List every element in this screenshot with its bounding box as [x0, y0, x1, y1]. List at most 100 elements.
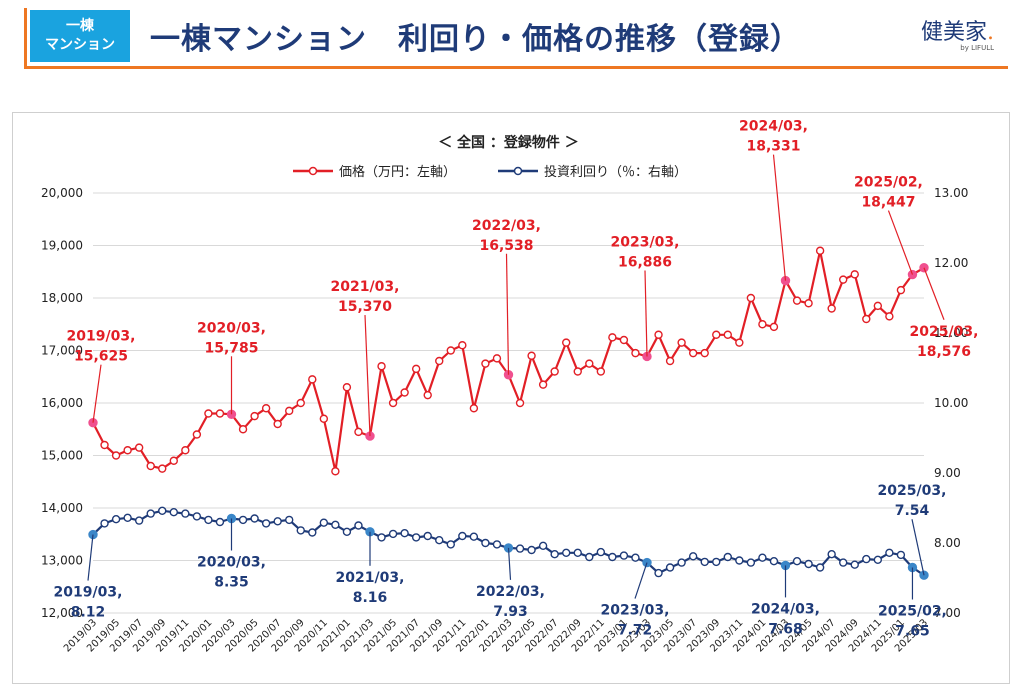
yield-callout-leader	[911, 519, 925, 576]
yield-data-point	[723, 552, 732, 562]
yield-data-point	[250, 514, 259, 523]
price-data-point	[285, 406, 294, 416]
price-callout-date: 2021/03,	[331, 279, 400, 295]
price-callout-value: 15,625	[74, 349, 128, 365]
yield-callout-value: 8.35	[214, 575, 249, 591]
yield-data-point	[527, 545, 536, 555]
price-data-point	[562, 338, 571, 347]
price-data-point	[827, 304, 836, 313]
y-left-tick-label: 16,000	[41, 396, 83, 410]
price-data-point	[585, 359, 594, 368]
yield-callout-value: 7.93	[493, 604, 528, 620]
yield-data-point	[850, 560, 859, 569]
price-data-point	[423, 390, 432, 400]
yield-callout-date: 2023/03,	[601, 603, 670, 619]
brand-sub: by LIFULL	[960, 44, 994, 52]
y-left-tick-label: 18,000	[41, 291, 83, 305]
price-callout-value: 16,886	[618, 254, 672, 270]
page-title: 一棟マンション 利回り・価格の推移（登録）	[150, 22, 801, 57]
page-header: 一棟 マンション 一棟マンション 利回り・価格の推移（登録） 健美家. by L…	[0, 0, 1024, 72]
price-data-point	[342, 383, 352, 392]
price-data-point	[435, 356, 444, 366]
price-data-point	[885, 312, 894, 321]
yield-data-point	[700, 557, 709, 567]
price-callout-date: 2025/03,	[910, 324, 979, 340]
yield-callout-date: 2022/03,	[476, 584, 545, 600]
yield-data-point	[688, 552, 698, 561]
yield-callout-leader	[634, 562, 648, 599]
yield-data-point	[515, 544, 525, 553]
yield-data-point	[677, 558, 686, 567]
y-left-tick-label: 12,000	[41, 606, 83, 620]
yield-data-point	[746, 558, 756, 567]
price-data-point	[134, 443, 144, 452]
price-callout-value: 16,538	[479, 238, 533, 254]
yield-data-point	[146, 509, 155, 518]
price-callout-date: 2019/03,	[67, 329, 136, 345]
yield-data-point	[100, 519, 109, 528]
price-data-point	[331, 467, 340, 476]
y-right-tick-label: 13.00	[934, 186, 968, 200]
price-data-point	[815, 246, 825, 255]
price-data-point	[527, 351, 536, 360]
price-data-point	[712, 330, 721, 339]
price-data-point	[746, 293, 756, 303]
price-data-point	[296, 398, 305, 408]
yield-callout-date: 2025/03,	[878, 483, 947, 499]
price-data-point	[619, 335, 629, 345]
price-data-point	[273, 419, 282, 429]
price-callout-leader	[92, 364, 102, 423]
yield-data-point	[839, 558, 848, 567]
badge-line2: マンション	[45, 37, 115, 53]
y-right-tick-label: 8.00	[934, 536, 961, 550]
price-data-point	[735, 338, 744, 347]
yield-data-point	[192, 512, 202, 521]
price-data-point	[204, 409, 213, 418]
yield-callout-date: 2025/02,	[878, 604, 947, 620]
yield-data-point	[735, 556, 744, 565]
yield-data-point	[435, 536, 444, 545]
price-data-point	[192, 430, 202, 439]
price-data-point	[388, 398, 398, 408]
yield-data-point	[158, 506, 167, 515]
y-left-tick-label: 13,000	[41, 554, 83, 568]
yield-data-point	[123, 513, 132, 522]
y-left-tick-label: 20,000	[41, 186, 83, 200]
yield-data-point	[285, 515, 294, 525]
yield-data-point	[619, 551, 629, 560]
price-callout-date: 2025/02,	[854, 175, 923, 191]
price-callout-value: 18,576	[917, 344, 971, 360]
legend-yield-label: 投資利回り（％：右軸）	[544, 164, 687, 180]
price-callout-leader	[505, 253, 510, 375]
brand-dot-icon: .	[987, 20, 994, 45]
yield-data-point	[469, 532, 479, 541]
yield-data-point	[885, 548, 894, 557]
yield-data-point	[596, 547, 606, 557]
y-right-tick-label: 11.00	[934, 326, 968, 340]
price-data-point	[862, 314, 871, 324]
price-data-point	[700, 348, 709, 358]
price-data-point	[665, 356, 675, 366]
price-data-point	[723, 330, 732, 339]
yield-data-point	[238, 515, 248, 525]
price-callout-date: 2023/03,	[611, 234, 680, 250]
yield-callout-leader	[507, 547, 512, 580]
yield-data-point	[215, 517, 225, 527]
yield-data-point	[608, 552, 617, 562]
price-data-point	[354, 427, 363, 437]
yield-data-point	[458, 531, 467, 541]
price-data-point	[896, 285, 906, 295]
price-callout-value: 18,447	[861, 195, 915, 211]
yield-callout-value: 7.54	[895, 503, 930, 519]
y-right-tick-label: 7.00	[934, 606, 961, 620]
y-left-tick-label: 15,000	[41, 449, 83, 463]
price-callout-value: 15,785	[204, 340, 258, 356]
brand-logo: 健美家. by LIFULL	[921, 14, 994, 52]
yield-data-point	[411, 533, 421, 542]
yield-data-point	[862, 554, 871, 564]
price-data-point	[688, 348, 698, 358]
legend-price-label: 価格（万円：左軸）	[339, 164, 456, 180]
header-accent-horizontal	[24, 66, 1008, 69]
price-data-point	[677, 338, 686, 347]
y-right-tick-label: 10.00	[934, 396, 968, 410]
